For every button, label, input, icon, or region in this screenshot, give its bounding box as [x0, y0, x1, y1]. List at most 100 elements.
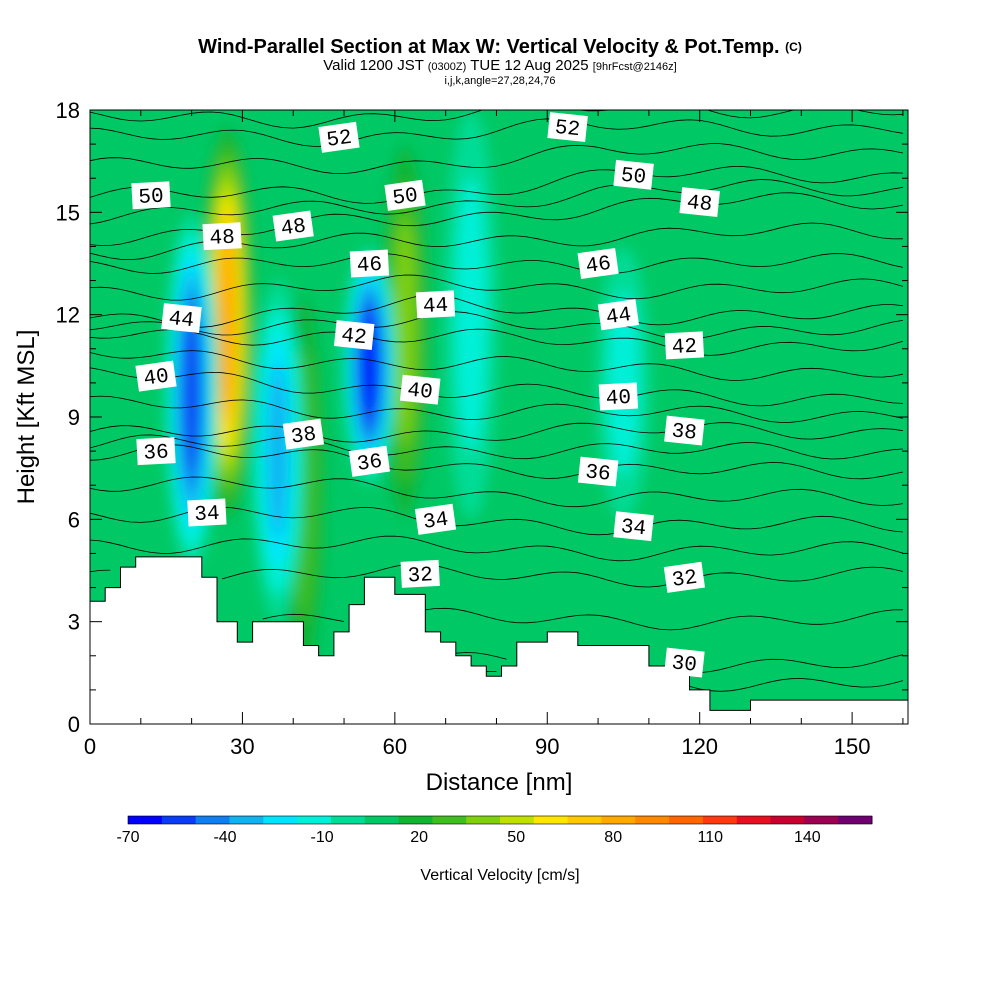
theta-contour-line	[90, 535, 904, 562]
theta-label-box	[161, 303, 202, 334]
colorbar-swatch	[432, 816, 467, 824]
theta-label-text: 40	[605, 387, 631, 411]
theta-contour-line	[90, 293, 903, 328]
theta-label: 52	[318, 121, 360, 153]
theta-contour-line	[90, 476, 903, 508]
x-tick-label: 90	[535, 734, 559, 759]
theta-label-text: 40	[142, 365, 170, 391]
theta-label-text: 38	[290, 423, 318, 449]
theta-contour-line	[90, 328, 904, 356]
theta-label: 44	[597, 299, 640, 331]
colorbar-tick-label: -40	[213, 829, 236, 846]
copyright-mark: (C)	[785, 40, 802, 54]
theta-label-box	[679, 187, 720, 218]
theta-label-box	[136, 437, 176, 466]
theta-label-text: 46	[584, 253, 612, 279]
theta-label: 34	[414, 503, 457, 535]
colorbar-swatch	[229, 816, 264, 824]
y-tick-label: 9	[68, 405, 80, 430]
theta-label-text: 34	[620, 516, 647, 542]
downdraft-band	[607, 290, 640, 475]
colorbar-swatch	[297, 816, 332, 824]
theta-contour-line	[90, 350, 903, 381]
theta-label-box	[349, 249, 390, 278]
y-tick-label: 0	[68, 712, 80, 737]
theta-label-text: 50	[391, 185, 419, 211]
theta-contour-line	[90, 367, 903, 407]
theta-label: 50	[613, 159, 654, 190]
theta-label-box	[414, 503, 457, 535]
theta-label: 36	[577, 456, 619, 487]
terrain	[90, 556, 908, 724]
theta-contour-line	[90, 444, 903, 480]
theta-contour-line	[486, 671, 904, 692]
theta-label: 50	[384, 179, 426, 211]
theta-label: 32	[400, 559, 440, 589]
theta-labels: 52 52 50 50 50 48 48 48 46 46 44 44 44 42 42 40 40 40 38 38…	[131, 112, 720, 678]
colorbar-tick-label: -70	[116, 829, 139, 846]
y-tick-label: 15	[56, 200, 80, 225]
theta-label-box	[664, 415, 705, 446]
theta-contour-line	[262, 607, 903, 631]
chart-title: Wind-Parallel Section at Max W: Vertical…	[198, 36, 802, 58]
colorbar-swatch	[500, 816, 535, 824]
colorbar-swatch	[398, 816, 433, 824]
colorbar-swatch	[195, 816, 230, 824]
theta-label: 48	[202, 222, 242, 251]
colorbar-frame	[127, 815, 873, 825]
theta-label-text: 52	[554, 117, 581, 143]
downdraft-band	[455, 176, 487, 453]
theta-label-box	[135, 360, 177, 392]
theta-label-text: 32	[407, 564, 433, 588]
y-axis-title: Height [Kft MSL]	[13, 330, 40, 505]
theta-label: 52	[547, 112, 588, 143]
theta-label-box	[613, 159, 654, 190]
theta-label: 44	[161, 303, 202, 334]
theta-label-box	[598, 382, 639, 411]
theta-label: 42	[333, 320, 375, 351]
colorbar-swatch	[161, 816, 197, 824]
downdraft-plume	[250, 280, 306, 622]
colorbar-swatch	[466, 816, 501, 824]
theta-label-box	[547, 112, 588, 143]
theta-label: 36	[136, 437, 176, 466]
y-tick-label: 3	[68, 610, 80, 635]
theta-label-box	[663, 561, 706, 593]
colorbar-swatch	[736, 816, 772, 824]
theta-label-box	[597, 299, 640, 331]
x-tick-label: 150	[834, 734, 871, 759]
theta-label-text: 44	[167, 308, 194, 334]
theta-label-box	[272, 210, 314, 242]
colorbar-tick-label: 140	[794, 829, 821, 846]
theta-label: 46	[349, 249, 390, 278]
theta-label: 32	[663, 561, 706, 593]
theta-contour-line	[90, 118, 903, 147]
chart-indices: i,j,k,angle=27,28,24,76	[444, 75, 556, 87]
theta-label-box	[318, 121, 360, 153]
chart-title-block: Wind-Parallel Section at Max W: Vertical…	[0, 36, 1000, 87]
theta-label-text: 38	[670, 420, 697, 446]
theta-contour-line	[90, 179, 903, 225]
theta-label: 48	[272, 210, 314, 242]
theta-label: 34	[187, 498, 227, 527]
theta-label-text: 48	[209, 227, 235, 251]
theta-label: 46	[577, 247, 619, 279]
theta-label-text: 48	[686, 192, 713, 218]
theta-label-text: 36	[356, 451, 384, 477]
colorbar-swatch	[263, 816, 298, 824]
theta-label-box	[664, 331, 705, 360]
y-tick-label: 18	[56, 98, 80, 123]
theta-label-text: 44	[605, 304, 633, 330]
theta-label: 36	[348, 445, 391, 477]
theta-label: 34	[613, 511, 654, 542]
theta-contour-line	[90, 434, 903, 460]
downdraft-band	[268, 363, 288, 539]
theta-label-box	[577, 456, 619, 487]
plot-area: 52 52 50 50 50 48 48 48 46 46 44 44 44 42 42 40 40 40 38 38…	[90, 110, 908, 724]
theta-label-text: 42	[671, 336, 697, 360]
colorbar-swatch	[364, 816, 400, 824]
theta-contour-line	[90, 274, 904, 301]
theta-label-text: 42	[340, 325, 367, 351]
x-tick-label: 30	[230, 734, 254, 759]
